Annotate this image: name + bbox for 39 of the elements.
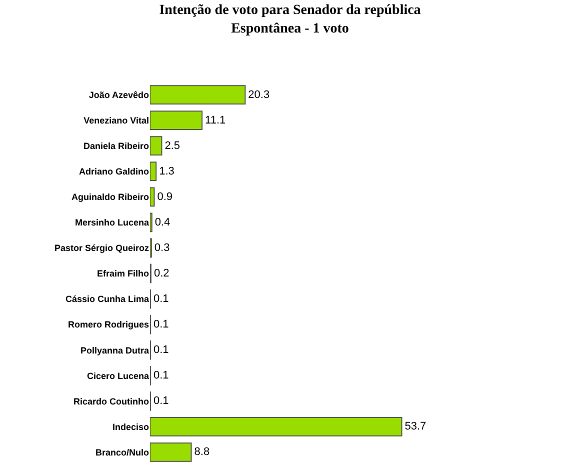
- y-tick-label: Efraim Filho: [96, 268, 150, 279]
- y-tick-label: Ricardo Coutinho: [74, 396, 150, 406]
- y-tick-label: Aguinaldo Ribeiro: [72, 192, 150, 202]
- y-tick-label: Cicero Lucena: [86, 370, 150, 381]
- y-tick-label: Indeciso: [112, 422, 150, 432]
- y-tick-label: João Azevêdo: [88, 90, 150, 100]
- data-label: 0.4: [154, 216, 170, 228]
- y-tick-label: Pollyanna Dutra: [80, 345, 150, 356]
- data-label: 2.5: [164, 140, 180, 152]
- y-tick-label: Romero Rodrigues: [68, 320, 149, 330]
- data-label: 8.8: [194, 446, 210, 458]
- y-tick-label: Veneziano Vital: [84, 115, 149, 126]
- data-label: 0.9: [157, 190, 173, 203]
- data-label: 0.1: [153, 293, 169, 306]
- data-label: 53.7: [404, 420, 426, 433]
- data-label: 0.1: [153, 395, 169, 408]
- y-tick-label: Daniela Ribeiro: [83, 140, 150, 151]
- bar: [150, 162, 157, 182]
- data-label: 0.1: [153, 370, 169, 382]
- chart-title: Intenção de voto para Senador da república: [159, 3, 421, 18]
- data-label: 0.1: [153, 318, 169, 331]
- bar: [150, 136, 162, 156]
- data-label: 20.3: [248, 88, 270, 101]
- y-tick-label: Cássio Cunha Lima: [65, 294, 150, 304]
- bar: [150, 110, 203, 130]
- bar: [150, 85, 246, 104]
- chart-subtitle: Espontânea - 1 voto: [231, 21, 349, 36]
- data-label: 0.3: [154, 242, 170, 254]
- bar: [150, 187, 155, 207]
- y-tick-label: Adriano Galdino: [78, 166, 150, 177]
- data-label: 11.1: [205, 114, 226, 126]
- bar: [150, 417, 402, 436]
- data-label: 0.1: [153, 344, 169, 356]
- y-tick-label: Branco/Nulo: [95, 447, 150, 458]
- data-label: 1.3: [159, 165, 174, 178]
- y-tick-label: Mersinho Lucena: [74, 218, 150, 228]
- bar: [150, 442, 192, 462]
- y-tick-label: Pastor Sérgio Queiroz: [54, 243, 150, 254]
- data-label: 0.2: [154, 268, 170, 280]
